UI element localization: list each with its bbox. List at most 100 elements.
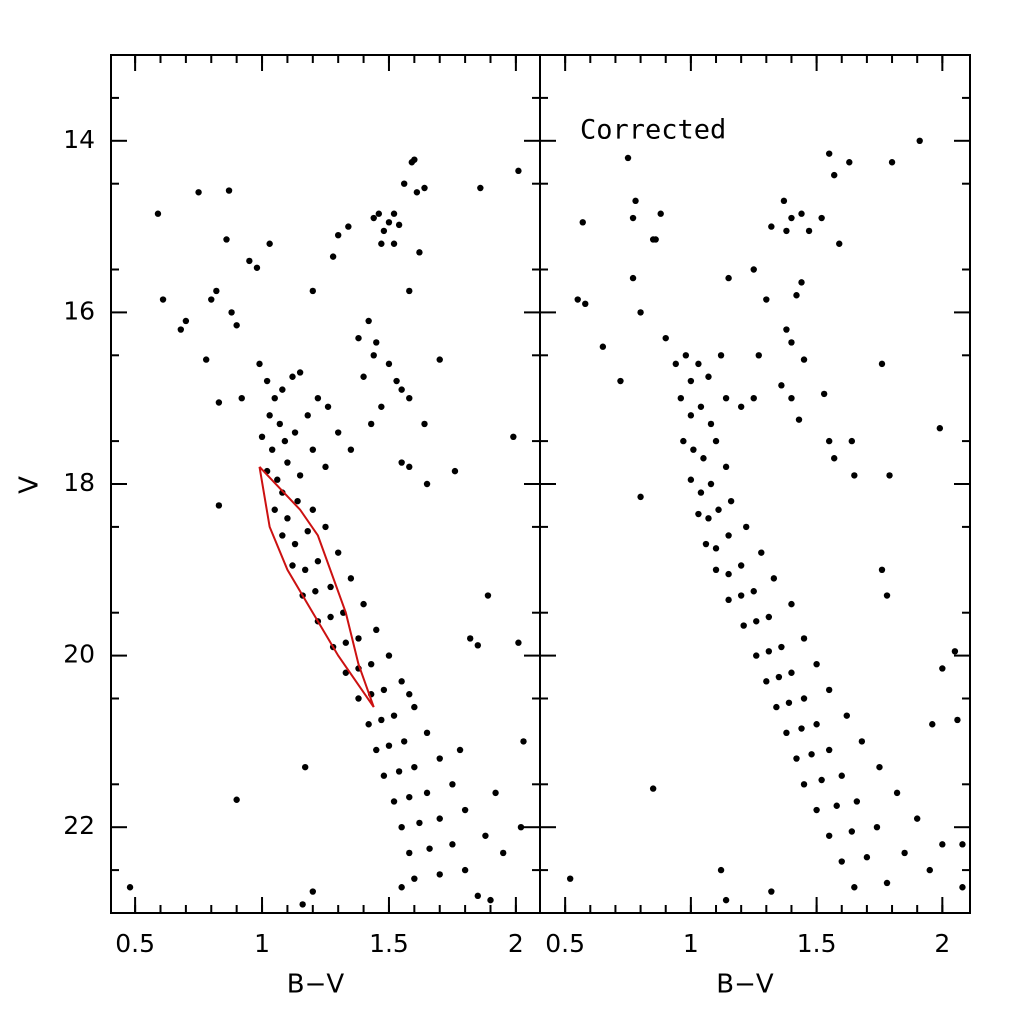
star-point xyxy=(378,716,385,724)
star-point xyxy=(886,472,893,479)
star-point xyxy=(825,150,833,157)
star-point xyxy=(722,463,730,471)
star-point xyxy=(672,360,679,368)
star-point xyxy=(482,832,489,839)
star-point xyxy=(825,686,833,694)
star-point xyxy=(312,588,319,595)
star-point xyxy=(360,373,367,380)
star-point xyxy=(705,515,712,522)
star-point xyxy=(395,768,403,775)
x-axis-label: B−V xyxy=(287,970,345,1000)
star-point xyxy=(858,738,866,745)
star-point xyxy=(301,566,309,573)
star-point xyxy=(876,763,883,771)
y-tick-label: 16 xyxy=(63,296,95,325)
star-point xyxy=(177,326,185,333)
star-point xyxy=(657,210,664,217)
star-point xyxy=(707,480,715,488)
star-point xyxy=(951,648,959,655)
star-point xyxy=(843,712,850,719)
star-point xyxy=(314,395,322,402)
star-point xyxy=(629,274,637,282)
star-point xyxy=(795,416,803,423)
star-point xyxy=(763,296,770,303)
star-point xyxy=(851,884,858,891)
star-point xyxy=(851,472,858,479)
y-tick-label: 14 xyxy=(63,125,95,154)
star-point xyxy=(474,892,482,900)
star-point xyxy=(954,716,961,724)
star-point xyxy=(579,219,586,226)
star-point xyxy=(322,523,329,531)
star-point xyxy=(926,866,933,874)
star-point xyxy=(913,815,921,822)
star-point xyxy=(423,789,431,797)
star-point xyxy=(274,476,281,483)
star-point xyxy=(327,583,334,591)
star-point xyxy=(474,642,482,649)
star-point xyxy=(582,300,589,308)
star-point xyxy=(820,390,828,398)
star-point xyxy=(423,729,431,737)
star-point xyxy=(195,189,202,196)
star-point xyxy=(378,240,385,247)
star-point xyxy=(813,660,820,668)
star-point xyxy=(406,463,413,471)
star-point xyxy=(271,395,278,402)
star-point xyxy=(299,901,306,908)
star-point xyxy=(750,395,757,402)
star-point xyxy=(800,781,808,788)
star-point xyxy=(411,703,418,711)
star-point xyxy=(805,227,813,235)
star-point xyxy=(888,159,896,166)
star-point xyxy=(334,231,342,239)
star-point xyxy=(398,884,405,891)
star-point xyxy=(687,377,695,385)
y-axis-label: V xyxy=(15,476,45,494)
star-point xyxy=(411,156,418,163)
star-point xyxy=(291,540,299,548)
star-point xyxy=(182,317,190,325)
star-point xyxy=(617,377,624,385)
star-point xyxy=(702,540,710,548)
star-point xyxy=(411,763,418,771)
star-point xyxy=(695,510,702,518)
star-point xyxy=(697,489,705,496)
star-point xyxy=(370,214,377,222)
star-point xyxy=(406,849,413,857)
star-point xyxy=(461,866,469,874)
star-point xyxy=(566,875,574,882)
star-point xyxy=(456,746,464,754)
star-point xyxy=(385,360,393,368)
star-point xyxy=(755,352,762,359)
star-point xyxy=(780,197,788,205)
star-point xyxy=(637,493,644,501)
star-point xyxy=(421,184,428,192)
star-point xyxy=(677,395,685,402)
star-point xyxy=(380,772,388,779)
star-point xyxy=(266,240,273,247)
star-point xyxy=(813,806,820,814)
star-point xyxy=(309,506,317,513)
star-point xyxy=(355,695,362,702)
x-tick-label: 0.5 xyxy=(545,929,585,958)
star-point xyxy=(800,356,808,363)
star-point xyxy=(793,755,800,762)
star-point xyxy=(365,317,372,325)
star-point xyxy=(296,472,304,479)
star-point xyxy=(411,875,418,882)
star-point xyxy=(301,763,309,771)
star-point xyxy=(831,171,838,179)
star-point xyxy=(848,828,856,835)
star-point xyxy=(390,240,398,247)
star-point xyxy=(700,455,707,462)
star-point xyxy=(873,824,881,831)
x-axis-label: B−V xyxy=(716,970,774,1000)
star-point xyxy=(765,613,773,621)
star-point xyxy=(742,523,750,531)
star-point xyxy=(632,197,639,205)
star-point xyxy=(466,635,474,642)
star-point xyxy=(788,395,795,402)
star-point xyxy=(436,871,443,878)
star-point xyxy=(515,639,522,646)
